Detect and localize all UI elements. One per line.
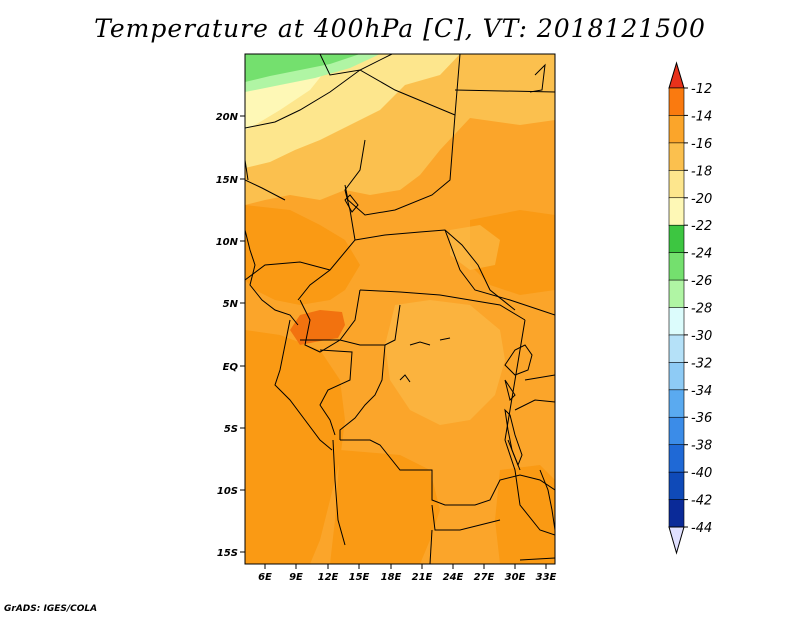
colorbar-label: -44 <box>691 521 712 536</box>
colorbar-label: -26 <box>691 274 712 289</box>
colorbar-cell <box>668 499 685 528</box>
chart-title: Temperature at 400hPa [C], VT: 201812150… <box>94 14 706 43</box>
field-band-18-east <box>450 225 500 270</box>
colorbar-bottom-arrow <box>668 526 685 555</box>
lon-label: 21E <box>412 572 433 583</box>
field-band-18-center <box>385 300 505 425</box>
lat-label: 5S <box>224 424 238 435</box>
colorbar-cells <box>668 87 685 528</box>
colorbar-cell <box>668 197 685 226</box>
lat-label: EQ <box>223 362 239 373</box>
temperature-field <box>245 54 555 564</box>
colorbar-label: -30 <box>691 329 712 344</box>
colorbar-cell <box>668 362 685 391</box>
lat-label: 20N <box>216 112 239 123</box>
colorbar-cell <box>668 142 685 171</box>
colorbar-label: -12 <box>691 82 712 97</box>
colorbar-label: -22 <box>691 219 712 234</box>
colorbar-label: -24 <box>691 247 712 262</box>
coastlines <box>245 63 555 531</box>
lat-label: 5N <box>223 299 239 310</box>
colorbar-cell <box>668 389 685 418</box>
field-band-14-east <box>470 210 555 295</box>
lon-label: 30E <box>505 572 526 583</box>
field-green-inner <box>245 54 360 82</box>
colorbar-labels: -12 -14 -16 -18 -20 -22 -24 -26 -28 -30 … <box>691 82 712 536</box>
lon-label: 18E <box>381 572 402 583</box>
lon-labels: 6E 9E 12E 15E 18E 21E 24E 27E 30E 33E <box>258 572 556 583</box>
colorbar-cell <box>668 471 685 501</box>
colorbar-label: -14 <box>691 109 712 124</box>
colorbar-label: -28 <box>691 302 712 317</box>
colorbar-cell <box>668 115 685 144</box>
colorbar: -12 -14 -16 -18 -20 -22 -24 -26 -28 -30 … <box>668 61 712 555</box>
lon-label: 9E <box>289 572 303 583</box>
colorbar-label: -36 <box>691 411 712 426</box>
lat-ticks <box>240 115 245 553</box>
country-boundaries <box>245 54 555 564</box>
colorbar-label: -18 <box>691 164 712 179</box>
field-band-12-hotspot <box>290 310 345 345</box>
lon-label: 6E <box>258 572 272 583</box>
colorbar-label: -20 <box>691 192 712 207</box>
colorbar-label: -16 <box>691 137 712 152</box>
colorbar-cell <box>668 170 685 199</box>
lat-label: 10N <box>216 237 239 248</box>
colorbar-cell <box>668 334 685 363</box>
colorbar-cell <box>668 307 685 336</box>
map-frame <box>244 53 556 565</box>
field-band-14-southwest <box>245 330 345 564</box>
lon-label: 12E <box>318 572 339 583</box>
colorbar-cell <box>668 279 685 309</box>
field-band-14-west <box>245 205 360 305</box>
colorbar-label: -42 <box>691 494 712 509</box>
lat-labels: 20N 15N 10N 5N EQ 5S 10S 15S <box>216 112 239 559</box>
lat-label: 15N <box>216 175 239 186</box>
field-band-14-southeast <box>495 465 555 564</box>
field-band-20-patch <box>245 65 330 130</box>
colorbar-label: -40 <box>691 466 712 481</box>
lon-label: 24E <box>443 572 464 583</box>
colorbar-label: -34 <box>691 384 712 399</box>
grads-credit: GrADS: IGES/COLA <box>4 604 98 614</box>
colorbar-cell <box>668 416 685 446</box>
colorbar-ticks <box>684 87 688 528</box>
colorbar-cell <box>668 224 685 254</box>
lon-label: 15E <box>349 572 370 583</box>
lat-label: 10S <box>217 486 238 497</box>
colorbar-label: -32 <box>691 356 712 371</box>
colorbar-top-arrow <box>668 61 685 89</box>
field-band-14-south <box>330 450 440 564</box>
lat-label: 15S <box>217 548 238 559</box>
colorbar-cell <box>668 444 685 473</box>
lon-label: 33E <box>536 572 557 583</box>
lon-ticks <box>264 564 547 569</box>
colorbar-cell <box>668 252 685 281</box>
lon-label: 27E <box>474 572 495 583</box>
colorbar-label: -38 <box>691 439 712 454</box>
colorbar-cell <box>668 87 685 117</box>
